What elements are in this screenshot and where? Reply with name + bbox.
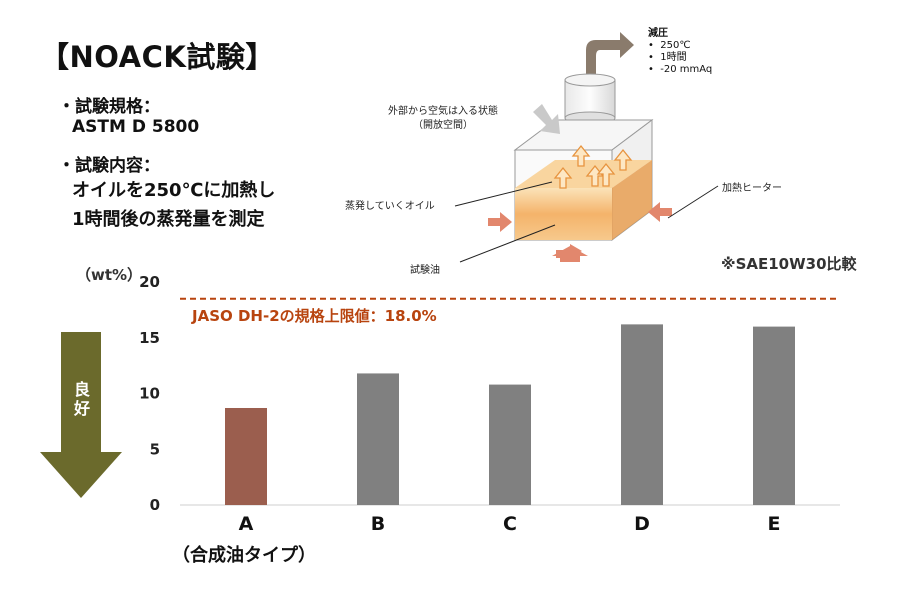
condition-item: • 1時間 — [648, 52, 687, 63]
content-line-1: オイルを250℃に加熱し — [72, 180, 276, 201]
comparison-note: ※SAE10W30比較 — [721, 255, 857, 273]
y-tick-label: 20 — [139, 273, 160, 291]
air-inlet-arrow-icon — [533, 104, 560, 134]
y-tick-label: 15 — [139, 329, 160, 347]
heater-arrow-right-icon — [648, 202, 672, 222]
bar-E — [753, 326, 795, 505]
limit-line-label: JASO DH-2の規格上限値：18.0% — [192, 307, 437, 325]
exhaust-pipe-icon — [586, 32, 634, 76]
content-label: ・試験内容： — [58, 156, 160, 176]
outside-air-label: 外部から空気は入る状態 — [388, 106, 498, 117]
conditions-block: 減圧 • 250℃ • 1時間 • -20 mmAq — [648, 28, 712, 76]
category-label: E — [768, 513, 781, 535]
standard-value: ASTM D 5800 — [72, 117, 200, 137]
y-tick-label: 0 — [150, 496, 160, 514]
conditions-title: 減圧 — [648, 28, 668, 39]
bar-A — [225, 407, 267, 505]
category-sublabel: （合成油タイプ） — [172, 544, 316, 566]
bar-B — [357, 373, 399, 505]
open-space-label: （開放空間） — [413, 120, 473, 131]
y-axis-label: （wt%） — [76, 266, 143, 284]
y-tick-label: 10 — [139, 385, 160, 403]
heater-arrow-left-icon — [488, 212, 512, 232]
noack-apparatus-diagram — [454, 32, 719, 263]
y-tick-label: 5 — [150, 440, 160, 458]
category-label: C — [503, 513, 517, 535]
page-title: 【NOACK試験】 — [40, 40, 275, 74]
evaporating-oil-label: 蒸発していくオイル — [345, 201, 435, 212]
condition-item: • -20 mmAq — [648, 64, 713, 75]
category-label: B — [371, 513, 385, 535]
oil-layer-icon — [515, 160, 652, 188]
content-line-2: 1時間後の蒸発量を測定 — [72, 209, 265, 230]
condition-item: • 250℃ — [648, 40, 691, 51]
good-label: 良好 — [73, 380, 90, 418]
test-oil-label: 試験油 — [410, 265, 440, 276]
bar-C — [489, 384, 531, 505]
heater-label: 加熱ヒーター — [722, 183, 782, 194]
good-direction-arrow-icon — [40, 332, 122, 498]
standard-label: ・試験規格： — [58, 97, 160, 117]
vapor-arrows-icon — [553, 144, 633, 189]
category-label: D — [634, 513, 650, 535]
category-label: A — [239, 513, 254, 535]
bar-D — [621, 324, 663, 505]
